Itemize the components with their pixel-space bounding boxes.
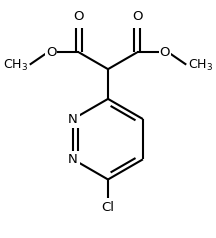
Text: O: O bbox=[160, 46, 170, 59]
Text: Cl: Cl bbox=[102, 201, 114, 214]
Text: N: N bbox=[68, 153, 78, 166]
Text: O: O bbox=[46, 46, 56, 59]
Text: CH$_3$: CH$_3$ bbox=[3, 58, 28, 73]
Text: CH$_3$: CH$_3$ bbox=[188, 58, 213, 73]
Text: N: N bbox=[68, 113, 78, 125]
Text: O: O bbox=[132, 10, 142, 23]
Text: O: O bbox=[74, 10, 84, 23]
